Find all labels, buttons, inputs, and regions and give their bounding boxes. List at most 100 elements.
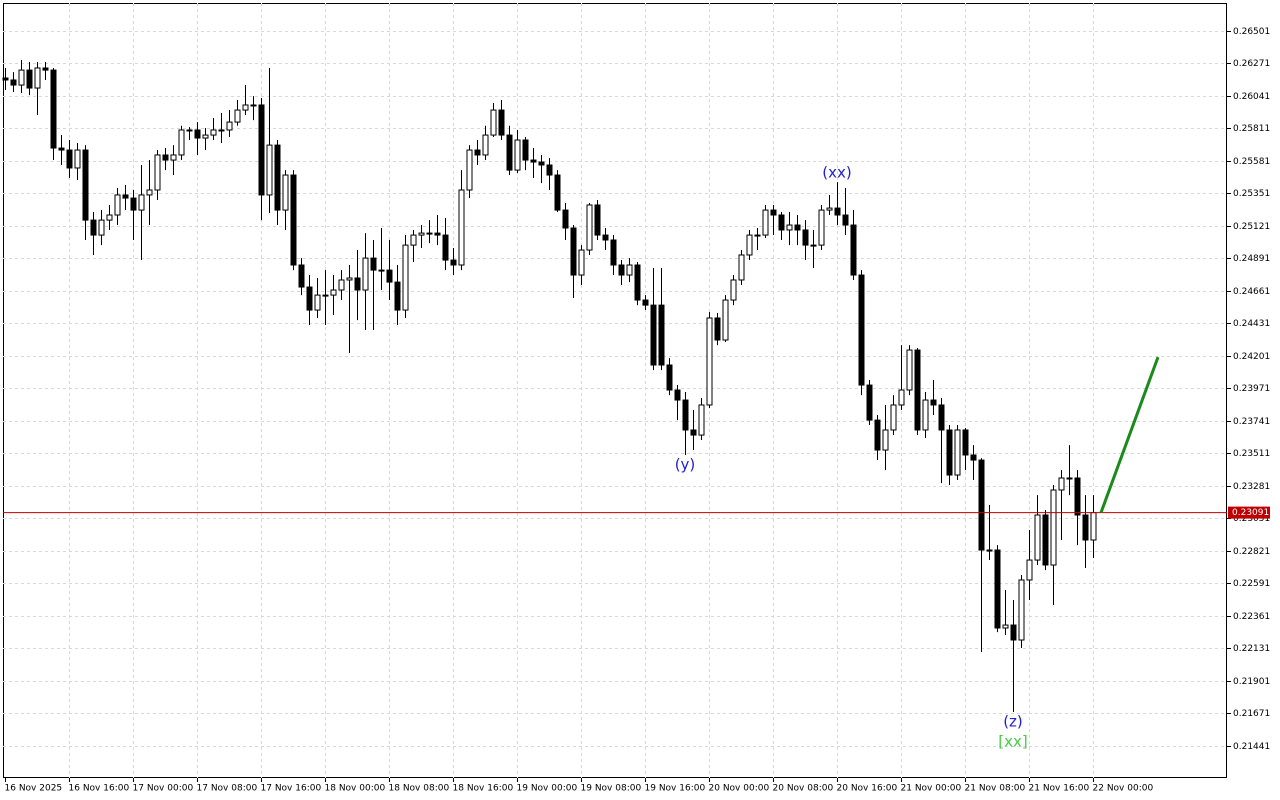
candle-body <box>826 207 833 211</box>
candle-body <box>970 454 977 461</box>
candle-body <box>730 279 737 301</box>
candle-body <box>1002 624 1009 629</box>
y-tick-label: 0.22591 <box>1233 579 1270 589</box>
candle-body <box>218 129 225 132</box>
candle-body <box>1018 579 1025 641</box>
candle-body <box>50 69 57 149</box>
candle-body <box>602 234 609 241</box>
grid <box>3 3 1227 778</box>
candle-body <box>434 232 441 236</box>
candle-body <box>570 227 577 276</box>
candle-body <box>474 149 481 156</box>
candle-body <box>378 269 385 272</box>
candle-body <box>106 214 113 221</box>
x-tick-label: 16 Nov 16:00 <box>69 784 130 794</box>
candle-body <box>722 299 729 341</box>
candle-body <box>858 274 865 386</box>
candle-body <box>410 234 417 246</box>
candle-body <box>522 139 529 161</box>
candle-body <box>242 104 249 111</box>
candle-body <box>314 294 321 311</box>
candle-body <box>458 189 465 266</box>
x-tick-label: 18 Nov 16:00 <box>453 784 514 794</box>
y-tick-label: 0.23511 <box>1233 449 1270 459</box>
candle-body <box>562 209 569 229</box>
candle-body <box>66 149 73 169</box>
candle-body <box>994 549 1001 629</box>
candle-body <box>354 277 361 291</box>
y-tick-label: 0.22131 <box>1233 644 1270 654</box>
candle-body <box>26 69 33 89</box>
candle-body <box>922 399 929 431</box>
candle-body <box>1050 489 1057 566</box>
candle-body <box>362 257 369 291</box>
y-tick-label: 0.26271 <box>1233 59 1270 69</box>
candle-body <box>866 384 873 421</box>
candle-body <box>698 404 705 436</box>
y-tick-label: 0.25581 <box>1233 157 1270 167</box>
y-tick-label: 0.24431 <box>1233 319 1270 329</box>
candle-body <box>346 277 353 281</box>
candle-body <box>1074 477 1081 516</box>
candle-body <box>1058 477 1065 491</box>
candle-body <box>706 317 713 406</box>
candle-body <box>530 159 537 163</box>
candle-body <box>778 214 785 231</box>
candle-body <box>810 244 817 247</box>
candle-body <box>930 399 937 406</box>
x-tick-label: 16 Nov 2025 <box>5 784 63 794</box>
x-tick-label: 19 Nov 16:00 <box>645 784 706 794</box>
candle-body <box>546 164 553 176</box>
x-tick-label: 19 Nov 08:00 <box>581 784 642 794</box>
candle-body <box>146 189 153 196</box>
candle-body <box>874 419 881 451</box>
candle-body <box>802 229 809 246</box>
candle-body <box>786 224 793 231</box>
candle-body <box>754 234 761 237</box>
candle-body <box>746 234 753 256</box>
x-tick-label: 20 Nov 00:00 <box>709 784 770 794</box>
y-tick-label: 0.25121 <box>1233 222 1270 232</box>
candle-body <box>586 204 593 251</box>
wave-label: (xx) <box>822 164 851 182</box>
candle-body <box>90 219 97 236</box>
candle-body <box>714 317 721 341</box>
candle-body <box>1082 514 1089 541</box>
candle-body <box>626 264 633 276</box>
candle-body <box>250 104 257 107</box>
candle-body <box>418 232 425 236</box>
x-tick-label: 18 Nov 08:00 <box>389 784 450 794</box>
candle-body <box>442 234 449 261</box>
y-tick-label: 0.25351 <box>1233 189 1270 199</box>
candle-body <box>114 194 121 216</box>
candle-body <box>762 209 769 236</box>
candle-body <box>2 77 9 81</box>
y-tick-label: 0.22361 <box>1233 612 1270 622</box>
candle-body <box>306 286 313 311</box>
candle-body <box>794 224 801 231</box>
candle-body <box>498 109 505 136</box>
plot-frame <box>3 3 1227 778</box>
candle-body <box>202 134 209 139</box>
candle-body <box>538 161 545 166</box>
y-tick-label: 0.24661 <box>1233 287 1270 297</box>
y-tick-label: 0.22821 <box>1233 547 1270 557</box>
candle-body <box>74 149 81 169</box>
y-tick-label: 0.23281 <box>1233 482 1270 492</box>
candle-body <box>226 121 233 131</box>
candle-body <box>578 249 585 276</box>
candle-body <box>882 429 889 451</box>
current-price-label: 0.23091 <box>1232 508 1269 518</box>
candle-body <box>394 281 401 311</box>
x-tick-label: 20 Nov 16:00 <box>837 784 898 794</box>
candle-body <box>1026 559 1033 581</box>
candle-body <box>130 197 137 211</box>
candle-body <box>290 174 297 266</box>
candle-body <box>594 204 601 236</box>
candle-body <box>34 67 41 89</box>
current-price-box <box>1228 506 1270 519</box>
candle-body <box>490 109 497 136</box>
candle-body <box>266 144 273 196</box>
